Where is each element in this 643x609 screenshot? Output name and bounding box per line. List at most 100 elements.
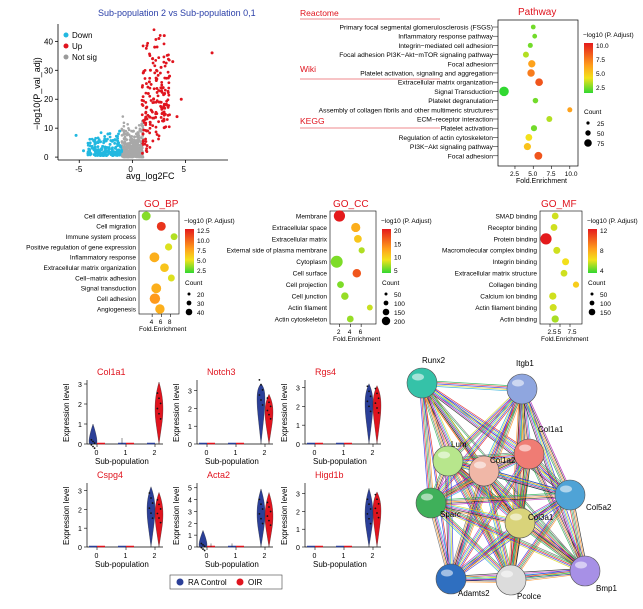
go_cc-dot	[341, 292, 349, 300]
volcano-point-notsig	[120, 129, 124, 132]
volcano-point-notsig	[126, 155, 130, 159]
violin-point	[376, 392, 378, 395]
volcano-point-up	[141, 132, 145, 136]
volcano-point-down	[106, 132, 110, 136]
go_mf-term-label: Receptor binding	[488, 225, 538, 232]
violin-plots: Col1a1 0 1 2 3 0 1 2 Sub-population Expression le…	[62, 367, 382, 569]
volcano-point-up	[163, 112, 167, 116]
volcano-point-up	[171, 60, 175, 64]
go_bp-term-label: Cell differentiation	[84, 213, 136, 220]
volcano-point-down	[93, 142, 97, 146]
volcano-point-notsig	[124, 137, 128, 141]
volcano-point-up	[146, 129, 150, 133]
violin-y-tick-label: 1	[78, 526, 82, 533]
volcano-point-notsig	[122, 121, 126, 125]
network-edge	[445, 386, 521, 460]
violin-y-tick-label: 0	[78, 442, 82, 449]
violin-point	[158, 517, 160, 519]
go_bp-dot	[149, 293, 161, 304]
network-edge	[429, 503, 511, 582]
network-edge	[447, 388, 523, 462]
volcano-point-up	[141, 95, 145, 99]
volcano-point-up	[155, 87, 159, 90]
network-node-highlight	[510, 513, 522, 521]
go_cc-color-tick: 5	[394, 268, 398, 275]
volcano-point-down	[96, 148, 100, 152]
go_mf-dot	[553, 246, 561, 254]
go_cc-dot	[330, 255, 343, 268]
volcano-point-down	[113, 150, 117, 154]
network-edge	[421, 383, 451, 580]
go_cc-x-tick-label: 6	[359, 329, 363, 336]
violin-y-label: Expression level	[280, 487, 289, 545]
volcano-point-up	[145, 147, 149, 150]
violin-y-tick-label: 1	[78, 422, 82, 429]
volcano-point-up	[163, 88, 167, 92]
violin-point	[269, 417, 272, 420]
pathway-dot	[532, 33, 538, 39]
volcano-point-up	[149, 108, 153, 112]
go_bp-term-label: Cell migration	[96, 224, 136, 231]
volcano-point-up	[168, 74, 172, 78]
go_bp-term-label: Cell−matrix adhesion	[75, 275, 136, 282]
volcano-point-down	[117, 141, 121, 145]
go_bp-color-tick: 10.0	[197, 238, 210, 245]
volcano-legend-label: Up	[72, 42, 83, 51]
pathway-group-label: Wiki	[300, 64, 316, 74]
volcano-y-label: −log10(P_val_adj)	[32, 57, 42, 130]
network-edge	[521, 388, 571, 496]
violin-point	[258, 498, 261, 501]
volcano-point-up	[155, 69, 159, 73]
go_bp-size-tick: 30	[197, 301, 205, 308]
volcano-point-notsig	[120, 140, 124, 144]
go_mf-dot	[562, 258, 570, 266]
violin-point	[156, 512, 159, 515]
pathway-size-tick: 25	[597, 121, 605, 128]
network-edge	[526, 454, 583, 573]
network-node-label: Runx2	[422, 356, 446, 365]
volcano-point-down	[87, 147, 91, 151]
network-node-label: Sparc	[440, 510, 461, 519]
go_cc-dot	[346, 315, 354, 323]
network-edge	[422, 382, 433, 503]
violin-gene-title: Cspg4	[97, 470, 123, 480]
volcano-point-up	[146, 85, 150, 89]
volcano-point-up	[151, 124, 155, 128]
volcano-point-notsig	[120, 134, 124, 137]
network-edge	[508, 493, 569, 579]
go_bp-dot	[156, 221, 166, 231]
pathway-term-label: Signal Transduction	[434, 89, 493, 96]
volcano-point-down	[88, 137, 92, 141]
go_cc-size-dot	[381, 316, 391, 326]
network-edge	[432, 500, 514, 579]
violin-point	[90, 438, 93, 441]
network-edge	[430, 493, 570, 503]
volcano-point-up	[179, 97, 183, 101]
protein-network: Runx2 Itgb1 Lum Col1a1 Col1a2 Col5a2 Sparc Col3…	[406, 356, 617, 601]
volcano-point-up	[159, 116, 163, 119]
network-edge	[482, 471, 511, 581]
violin-y-label: Expression level	[280, 384, 289, 442]
volcano-point-up	[144, 137, 147, 141]
violin-point	[159, 418, 162, 420]
volcano-point-up	[162, 119, 166, 122]
violin-point	[269, 405, 272, 408]
violin-point	[368, 517, 370, 520]
volcano-point-up	[175, 115, 179, 119]
pathway-color-tick: 7.5	[596, 57, 605, 64]
violin-point	[260, 399, 262, 401]
violin-y-tick-label: 5	[188, 486, 192, 493]
violin-point	[368, 405, 370, 408]
go_cc-dot	[337, 281, 344, 289]
violin-point	[260, 517, 262, 520]
go_cc-dot	[358, 247, 365, 254]
volcano-point-notsig	[122, 155, 126, 159]
pathway-term-label: Inflammatory response pathway	[398, 34, 493, 41]
volcano-x-tick-label: 0	[128, 165, 133, 174]
volcano-point-up	[159, 65, 163, 69]
volcano-point-notsig	[128, 138, 132, 142]
volcano-point-up	[151, 101, 155, 105]
volcano-point-up	[151, 110, 154, 114]
volcano-point-notsig	[121, 115, 125, 118]
